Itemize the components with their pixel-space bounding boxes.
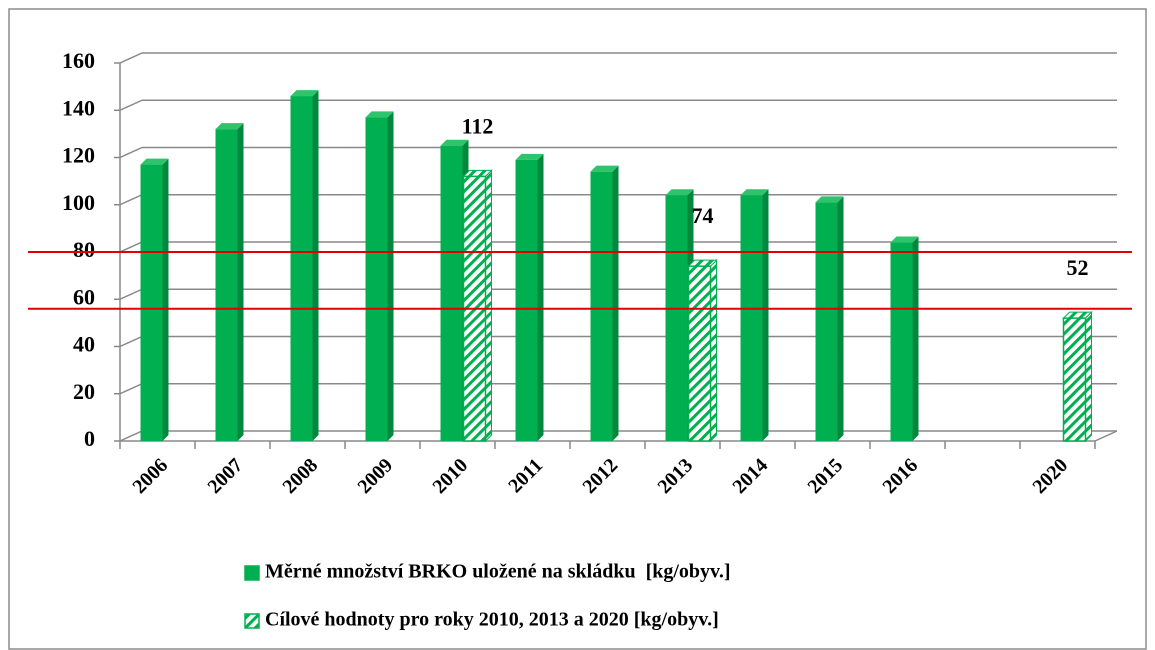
y-tick-label: 80 (73, 237, 95, 262)
bar-side (387, 111, 394, 442)
bar-top (440, 139, 469, 146)
grid-line-side (119, 383, 143, 395)
bar (515, 159, 538, 442)
y-tick-label: 0 (84, 426, 95, 451)
y-tick-label: 120 (62, 143, 95, 168)
bar-side (612, 165, 619, 442)
chart-frame (8, 8, 1147, 650)
bar-top (890, 236, 919, 243)
bar-side (485, 169, 492, 443)
bar-side (1085, 310, 1092, 443)
bar-top (215, 123, 244, 130)
grid-line-side (119, 430, 143, 442)
bar-side (710, 258, 717, 443)
bar-side (537, 153, 544, 442)
bar (890, 242, 913, 441)
bar-side (912, 236, 919, 441)
data-label: 52 (1067, 255, 1089, 280)
bar-side (837, 196, 844, 441)
bar-top (365, 111, 394, 118)
legend-label: Cílové hodnoty pro roky 2010, 2013 a 202… (265, 609, 719, 631)
bar (215, 129, 238, 441)
bar-side (162, 158, 169, 441)
grid-line-side (119, 99, 143, 111)
bar-top (515, 153, 544, 160)
grid-line-side (119, 194, 143, 206)
data-label: 74 (692, 203, 714, 228)
bar (1062, 317, 1087, 442)
legend-label: Měrné množství BRKO uložené na skládku [… (265, 561, 731, 583)
bar-side (237, 123, 244, 442)
grid-line-side (119, 146, 143, 159)
bar (365, 117, 388, 442)
bar-side (312, 90, 319, 441)
bar-side (762, 189, 769, 441)
y-tick-label: 100 (62, 190, 95, 215)
floor-right (1094, 430, 1118, 442)
bar (815, 202, 838, 441)
bar-top (665, 189, 694, 196)
grid-line-side (119, 335, 143, 348)
bar-top (290, 90, 319, 97)
bar-top (140, 158, 169, 165)
bar (740, 195, 763, 441)
data-label: 112 (462, 113, 494, 138)
bar-top (590, 165, 619, 172)
y-tick-label: 40 (73, 332, 95, 357)
bar (687, 265, 712, 442)
grid-line-side (119, 241, 143, 253)
grid-line-side (119, 288, 143, 300)
y-tick-label: 160 (62, 48, 95, 73)
bar-top (815, 196, 844, 203)
bar (290, 96, 313, 441)
y-tick-label: 140 (62, 95, 95, 120)
legend-marker (244, 565, 260, 581)
bar (440, 145, 463, 441)
bar (590, 171, 613, 442)
y-tick-label: 20 (73, 379, 95, 404)
bar (665, 195, 688, 441)
bar-top (740, 189, 769, 196)
grid-line-side (119, 52, 143, 64)
bar (140, 164, 163, 441)
y-tick-label: 60 (73, 284, 95, 309)
legend-marker (244, 613, 260, 629)
